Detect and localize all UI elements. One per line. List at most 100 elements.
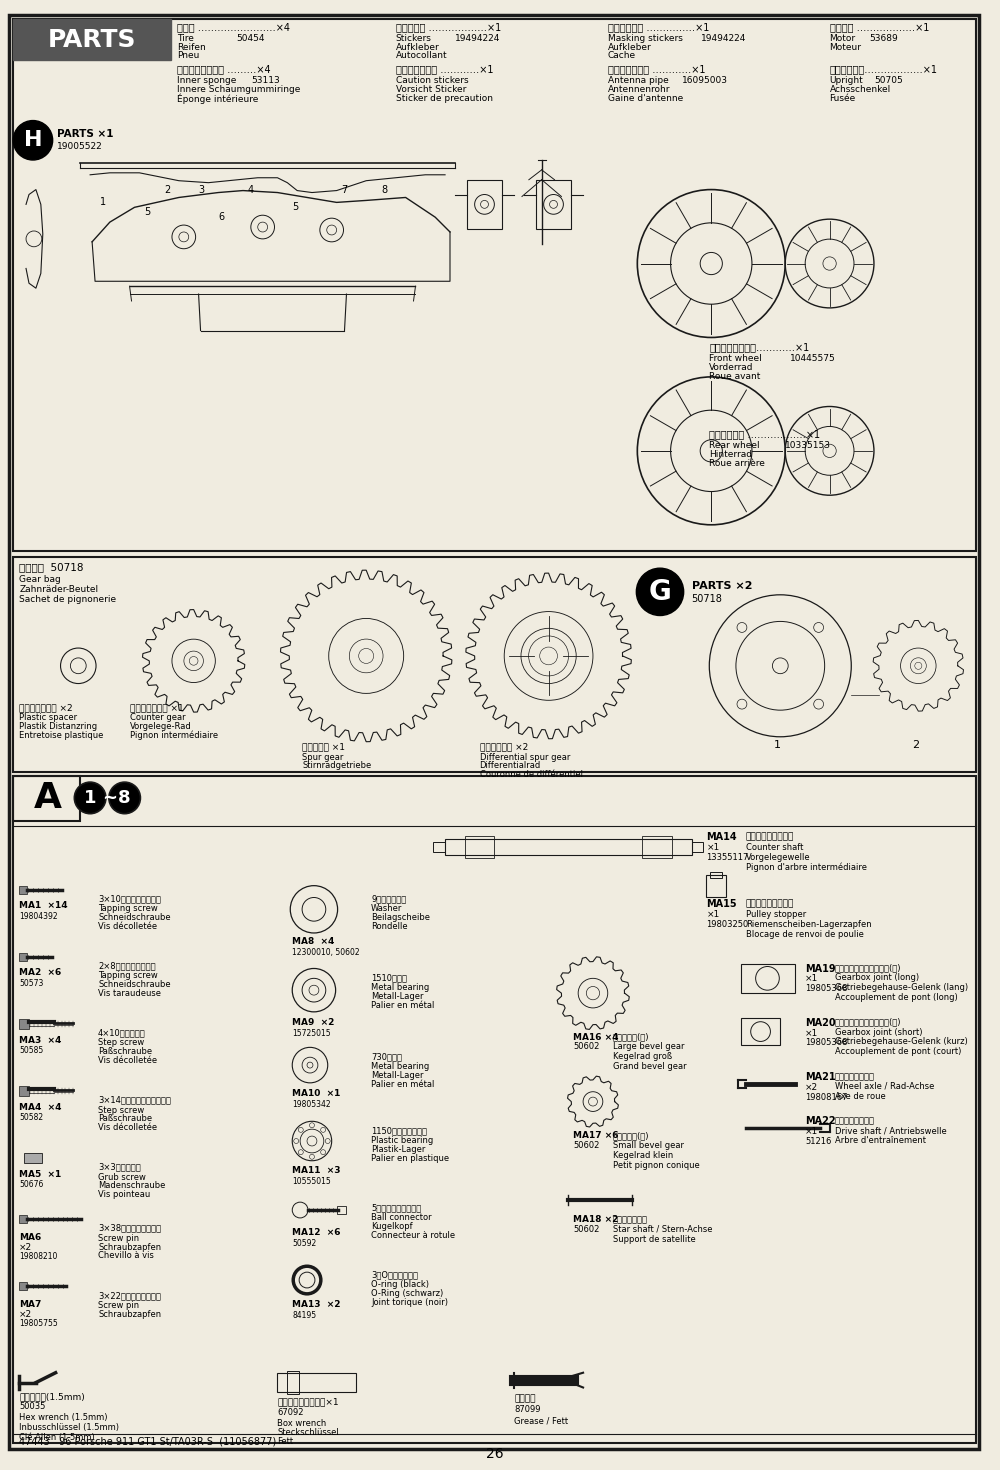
Text: 50705: 50705 xyxy=(874,76,903,85)
Text: Schraubzapfen: Schraubzapfen xyxy=(98,1242,161,1251)
Bar xyxy=(445,839,692,856)
Text: 2: 2 xyxy=(912,739,920,750)
Text: Grease / Fett: Grease / Fett xyxy=(514,1416,568,1424)
Text: 3×14㎜段付タッピングビス: 3×14㎜段付タッピングビス xyxy=(98,1095,171,1104)
Bar xyxy=(277,1373,356,1392)
Bar xyxy=(710,872,722,878)
Text: Aufkleber: Aufkleber xyxy=(396,43,440,51)
Text: Chevillo à vis: Chevillo à vis xyxy=(98,1251,154,1260)
Text: Éponge intérieure: Éponge intérieure xyxy=(177,94,258,104)
Text: MA21: MA21 xyxy=(805,1072,836,1082)
Text: Aufkleber: Aufkleber xyxy=(608,43,651,51)
Text: Vis taraudeuse: Vis taraudeuse xyxy=(98,989,161,998)
Text: 3×22㎜スクリュービン: 3×22㎜スクリュービン xyxy=(98,1291,161,1299)
Text: PARTS ×1: PARTS ×1 xyxy=(57,129,113,140)
Bar xyxy=(692,842,703,853)
Text: 50602: 50602 xyxy=(573,1141,600,1150)
Text: A: A xyxy=(34,781,62,814)
Text: Paßschraube: Paßschraube xyxy=(98,1114,152,1123)
Text: Vis décolletée: Vis décolletée xyxy=(98,1057,157,1066)
Text: 3: 3 xyxy=(199,185,205,194)
Text: デフキャリア ×2: デフキャリア ×2 xyxy=(480,742,528,751)
Text: Differential spur gear: Differential spur gear xyxy=(480,753,570,761)
Bar xyxy=(13,776,80,820)
Text: Counter shaft: Counter shaft xyxy=(746,844,803,853)
Text: ×2: ×2 xyxy=(19,1242,32,1251)
Text: Large bevel gear: Large bevel gear xyxy=(613,1042,684,1051)
Text: プーリーストッパー: プーリーストッパー xyxy=(746,900,794,908)
Text: 7: 7 xyxy=(342,185,348,194)
Text: ~: ~ xyxy=(102,789,117,807)
Text: Inbusschlüssel (1.5mm): Inbusschlüssel (1.5mm) xyxy=(19,1423,119,1432)
Text: MA7: MA7 xyxy=(19,1299,42,1308)
Text: Hinterrad: Hinterrad xyxy=(709,450,752,459)
Bar xyxy=(536,179,571,229)
Text: ×1: ×1 xyxy=(805,1029,818,1038)
Text: Couronne de différentiel: Couronne de différentiel xyxy=(480,770,583,779)
Bar xyxy=(741,963,795,994)
Text: Vis pointeau: Vis pointeau xyxy=(98,1191,150,1200)
Text: 1: 1 xyxy=(100,197,106,207)
Text: Antennenrohr: Antennenrohr xyxy=(608,85,670,94)
Text: Tapping screw: Tapping screw xyxy=(98,972,158,980)
Text: Motor: Motor xyxy=(830,34,856,43)
Text: ベベルシャフト: ベベルシャフト xyxy=(613,1216,648,1225)
Text: 8: 8 xyxy=(381,185,387,194)
Text: Differentialrad: Differentialrad xyxy=(480,761,541,770)
Text: 3㎜Oリング（黒）: 3㎜Oリング（黒） xyxy=(371,1270,418,1279)
Text: ×2: ×2 xyxy=(19,1310,32,1319)
Text: Paßschraube: Paßschraube xyxy=(98,1047,152,1057)
Text: Arbre d'entraînement: Arbre d'entraînement xyxy=(835,1136,926,1145)
Bar xyxy=(19,1216,27,1223)
Text: Drive shaft / Antriebswelle: Drive shaft / Antriebswelle xyxy=(835,1126,946,1135)
Text: MA16 ×4: MA16 ×4 xyxy=(573,1032,619,1042)
Text: ギヤボックスジョイント(短): ギヤボックスジョイント(短) xyxy=(835,1017,901,1026)
Text: MA3  ×4: MA3 ×4 xyxy=(19,1035,62,1045)
Text: Zahnräder-Beutel: Zahnräder-Beutel xyxy=(19,585,98,594)
Text: 53689: 53689 xyxy=(869,34,898,43)
Text: 19005522: 19005522 xyxy=(57,143,102,151)
Text: 4×10㎜段付ビス: 4×10㎜段付ビス xyxy=(98,1029,146,1038)
Text: Schraubzapfen: Schraubzapfen xyxy=(98,1310,161,1319)
Text: Grand bevel gear: Grand bevel gear xyxy=(613,1063,686,1072)
Bar xyxy=(642,836,672,858)
Text: 3×10㎜タッピングビス: 3×10㎜タッピングビス xyxy=(98,895,161,904)
Circle shape xyxy=(636,569,684,616)
Text: 1: 1 xyxy=(84,789,96,807)
Text: Vorgelegewelle: Vorgelegewelle xyxy=(746,853,810,861)
Text: Antenna pipe: Antenna pipe xyxy=(608,76,668,85)
Bar xyxy=(741,1017,780,1045)
Text: Gearbox joint (short): Gearbox joint (short) xyxy=(835,1028,922,1036)
Text: Getriebegehause-Gelenk (lang): Getriebegehause-Gelenk (lang) xyxy=(835,983,968,992)
Text: Plastik-Lager: Plastik-Lager xyxy=(371,1145,425,1154)
Text: Gearbox joint (long): Gearbox joint (long) xyxy=(835,973,919,982)
Text: 19805368: 19805368 xyxy=(805,985,847,994)
Text: 19808210: 19808210 xyxy=(19,1252,58,1261)
Text: 50718: 50718 xyxy=(692,594,722,604)
Text: Screw pin: Screw pin xyxy=(98,1301,139,1310)
Bar xyxy=(706,875,726,897)
Text: O-Ring (schwarz): O-Ring (schwarz) xyxy=(371,1289,443,1298)
Text: O-ring (black): O-ring (black) xyxy=(371,1280,429,1289)
Text: 67092: 67092 xyxy=(277,1408,304,1417)
Text: 10445575: 10445575 xyxy=(790,354,836,363)
Text: MA10  ×1: MA10 ×1 xyxy=(292,1089,341,1098)
Text: 50582: 50582 xyxy=(19,1113,43,1123)
Text: Achsschenkel: Achsschenkel xyxy=(830,85,891,94)
Text: 50592: 50592 xyxy=(292,1239,316,1248)
Text: Fett: Fett xyxy=(277,1436,294,1446)
Text: Blocage de renvoi de poulie: Blocage de renvoi de poulie xyxy=(746,931,864,939)
Text: MA13  ×2: MA13 ×2 xyxy=(292,1299,341,1308)
Text: Pignon intermédiaire: Pignon intermédiaire xyxy=(130,731,218,741)
Circle shape xyxy=(109,782,140,814)
Text: カウンターギヤ ×1: カウンターギヤ ×1 xyxy=(130,703,183,713)
Text: 19494224: 19494224 xyxy=(455,34,500,43)
Text: 2: 2 xyxy=(164,185,170,194)
Text: 50602: 50602 xyxy=(573,1042,600,1051)
Text: Small bevel gear: Small bevel gear xyxy=(613,1141,684,1150)
Text: Sachet de pignonerie: Sachet de pignonerie xyxy=(19,595,116,604)
Text: MA2  ×6: MA2 ×6 xyxy=(19,969,61,978)
Text: Metal bearing: Metal bearing xyxy=(371,983,429,992)
Text: ホイールアクスル: ホイールアクスル xyxy=(835,1072,875,1080)
Text: Screw pin: Screw pin xyxy=(98,1233,139,1242)
